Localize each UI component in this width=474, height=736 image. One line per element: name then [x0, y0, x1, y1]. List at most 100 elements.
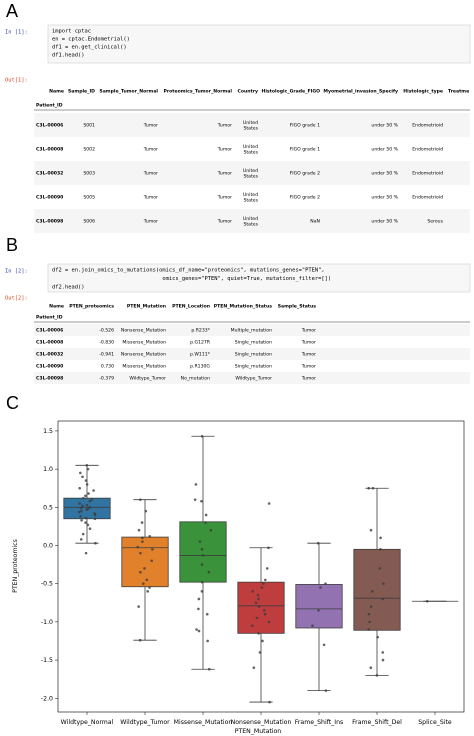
column-header: Sample_Status: [278, 304, 317, 310]
data-point: [260, 586, 264, 589]
data-point: [193, 498, 197, 501]
table-cell: Nonsense_Mutation: [121, 352, 166, 358]
row-index: C3L-00008: [36, 340, 63, 346]
data-point: [137, 528, 141, 532]
data-point: [324, 582, 327, 585]
data-point: [141, 536, 144, 540]
table-cell: Tumor: [217, 219, 232, 225]
in-prompt: In [2]:: [5, 269, 28, 275]
out-prompt: Out[2]:: [5, 296, 28, 302]
data-point: [267, 502, 271, 505]
panel-label: C: [6, 393, 19, 413]
table-cell: Tumor: [217, 147, 232, 153]
table-cell: Tumor: [301, 364, 316, 370]
data-point: [80, 509, 83, 513]
table-cell: Serous: [427, 219, 443, 225]
data-point: [79, 515, 82, 518]
data-point: [80, 518, 83, 522]
table-cell: under 50 %: [371, 219, 398, 225]
data-point: [81, 496, 85, 500]
data-point: [207, 570, 211, 574]
box: [237, 581, 285, 634]
data-point: [371, 486, 375, 490]
table-cell: United States: [243, 192, 259, 204]
panel-label: A: [6, 1, 18, 21]
data-point: [137, 605, 140, 608]
data-point: [146, 590, 149, 593]
row-index: C3L-00006: [36, 123, 63, 129]
x-tick-label: Wildtype_Tumor: [120, 719, 170, 726]
data-point: [257, 597, 260, 601]
x-tick-label: Wildtype_Normal: [61, 719, 114, 726]
table-cell: 0.730: [101, 364, 114, 370]
box: [179, 521, 227, 583]
data-point: [255, 616, 259, 620]
data-point: [367, 486, 371, 490]
table-cell: Tumor: [301, 376, 316, 382]
data-point: [88, 506, 92, 509]
data-point: [376, 635, 379, 639]
code-cell: [47, 263, 471, 293]
table-cell: Tumor: [301, 328, 316, 334]
row-index: C3L-00090: [36, 195, 63, 201]
data-point: [151, 548, 154, 551]
data-point: [197, 597, 201, 601]
table-cell: Tumor: [301, 352, 316, 358]
table-cell: S006: [83, 219, 95, 225]
data-point: [78, 486, 81, 490]
table-cell: United States: [243, 168, 259, 180]
table-cell: Single_mutation: [235, 364, 272, 370]
code-line: en = cptac.Endometrial(): [52, 37, 130, 43]
box: [295, 584, 343, 629]
table-cell: S003: [83, 171, 95, 177]
table-cell: FIGO grade 2: [290, 171, 320, 177]
data-point: [201, 554, 205, 557]
y-tick-label: -1.5: [41, 657, 53, 664]
y-tick-label: -0.5: [41, 581, 53, 588]
data-point: [148, 535, 152, 538]
table-cell: Single_mutation: [235, 340, 272, 346]
table-cell: under 50 %: [371, 195, 398, 201]
data-point: [367, 612, 371, 616]
data-point: [317, 609, 320, 612]
data-point: [78, 502, 81, 505]
table-cell: FIGO grade 2: [290, 195, 320, 201]
x-tick-label: Missense_Mutation: [174, 719, 233, 726]
code-line: df1 = en.get_clinical(): [52, 45, 127, 51]
data-point: [262, 582, 265, 585]
row-index: C3L-00006: [36, 328, 63, 334]
data-point: [79, 506, 83, 510]
data-point: [316, 541, 320, 545]
data-point: [150, 559, 153, 563]
table-cell: United States: [243, 144, 259, 156]
data-point: [84, 516, 88, 520]
row-stripe: [34, 113, 470, 137]
data-point: [258, 651, 262, 654]
data-point: [138, 638, 142, 642]
data-point: [197, 607, 200, 611]
column-header: Country: [237, 89, 258, 95]
in-prompt: In [1]:: [5, 30, 28, 36]
data-point: [141, 540, 144, 543]
data-point: [381, 658, 385, 662]
code-line: omics_genes="PTEN", quiet=True, mutation…: [52, 276, 331, 282]
columns-name: Name: [49, 304, 64, 310]
table-cell: Tumor: [143, 219, 158, 225]
table-cell: Endometrioid: [412, 171, 443, 177]
data-point: [425, 599, 429, 603]
y-tick-label: 1.0: [43, 466, 53, 473]
data-point: [379, 548, 382, 551]
data-point: [141, 582, 145, 585]
table-cell: -0.379: [99, 376, 114, 382]
code-cell: [47, 24, 471, 64]
data-point: [88, 499, 92, 503]
box: [121, 536, 169, 588]
column-header: Treatme: [448, 89, 469, 95]
data-point: [145, 578, 149, 582]
row-index: C3L-00008: [36, 147, 63, 153]
data-point: [92, 489, 95, 492]
data-point: [198, 540, 202, 543]
y-tick-label: -1.0: [41, 619, 53, 626]
data-point: [378, 567, 382, 570]
row-stripe: [34, 324, 470, 336]
